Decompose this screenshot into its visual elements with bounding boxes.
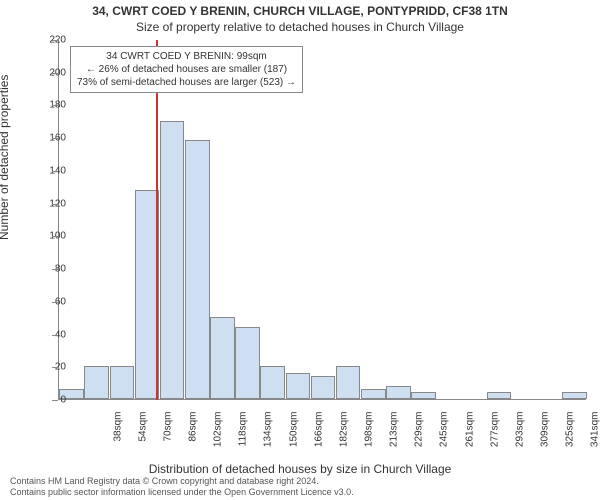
histogram-bar xyxy=(562,392,587,399)
x-tick-label: 70sqm xyxy=(162,412,173,462)
info-box-line2: ← 26% of detached houses are smaller (18… xyxy=(77,63,296,76)
x-tick-label: 102sqm xyxy=(213,412,224,462)
y-tick-mark xyxy=(52,138,58,139)
y-tick-mark xyxy=(52,302,58,303)
x-tick-label: 261sqm xyxy=(464,412,475,462)
y-tick-mark xyxy=(52,40,58,41)
x-tick-label: 134sqm xyxy=(263,412,274,462)
histogram-bar xyxy=(386,386,411,399)
y-tick-mark xyxy=(52,335,58,336)
x-tick-label: 182sqm xyxy=(338,412,349,462)
y-tick-mark xyxy=(52,105,58,106)
y-tick-mark xyxy=(52,367,58,368)
histogram-bar xyxy=(260,366,285,399)
x-tick-label: 245sqm xyxy=(439,412,450,462)
info-box-line1: 34 CWRT COED Y BRENIN: 99sqm xyxy=(77,50,296,63)
x-tick-label: 86sqm xyxy=(188,412,199,462)
histogram-bar xyxy=(411,392,436,399)
y-tick-mark xyxy=(52,400,58,401)
y-tick-mark xyxy=(52,171,58,172)
histogram-bar xyxy=(487,392,512,399)
histogram-bar xyxy=(336,366,361,399)
histogram-bar xyxy=(235,327,260,399)
y-axis-label: Number of detached properties xyxy=(0,75,11,240)
x-tick-label: 54sqm xyxy=(137,412,148,462)
x-tick-label: 150sqm xyxy=(288,412,299,462)
x-tick-label: 293sqm xyxy=(514,412,525,462)
x-tick-label: 38sqm xyxy=(112,412,123,462)
x-tick-label: 229sqm xyxy=(414,412,425,462)
footnote: Contains HM Land Registry data © Crown c… xyxy=(10,476,354,498)
histogram-bar xyxy=(286,373,311,399)
y-tick-mark xyxy=(52,73,58,74)
x-tick-label: 341sqm xyxy=(590,412,600,462)
histogram-bar xyxy=(84,366,109,399)
footnote-line2: Contains public sector information licen… xyxy=(10,487,354,498)
x-tick-label: 325sqm xyxy=(565,412,576,462)
chart-title-2: Size of property relative to detached ho… xyxy=(0,20,600,34)
x-axis-label: Distribution of detached houses by size … xyxy=(0,462,600,476)
histogram-bar xyxy=(311,376,336,399)
footnote-line1: Contains HM Land Registry data © Crown c… xyxy=(10,476,354,487)
x-tick-label: 213sqm xyxy=(389,412,400,462)
histogram-bar xyxy=(185,140,210,399)
histogram-bar xyxy=(210,317,235,399)
x-tick-label: 277sqm xyxy=(489,412,500,462)
histogram-bar xyxy=(110,366,135,399)
property-marker-line xyxy=(156,40,158,400)
y-tick-label: 0 xyxy=(60,395,66,406)
y-tick-mark xyxy=(52,269,58,270)
x-tick-label: 309sqm xyxy=(540,412,551,462)
y-tick-mark xyxy=(52,236,58,237)
histogram-bar xyxy=(361,389,386,399)
x-tick-label: 198sqm xyxy=(364,412,375,462)
chart-plot-area xyxy=(58,40,586,400)
info-box: 34 CWRT COED Y BRENIN: 99sqm ← 26% of de… xyxy=(70,46,303,93)
x-tick-label: 166sqm xyxy=(313,412,324,462)
x-tick-label: 118sqm xyxy=(238,412,249,462)
chart-title-1: 34, CWRT COED Y BRENIN, CHURCH VILLAGE, … xyxy=(0,4,600,18)
info-box-line3: 73% of semi-detached houses are larger (… xyxy=(77,76,296,89)
y-tick-mark xyxy=(52,204,58,205)
histogram-bar xyxy=(160,121,185,399)
